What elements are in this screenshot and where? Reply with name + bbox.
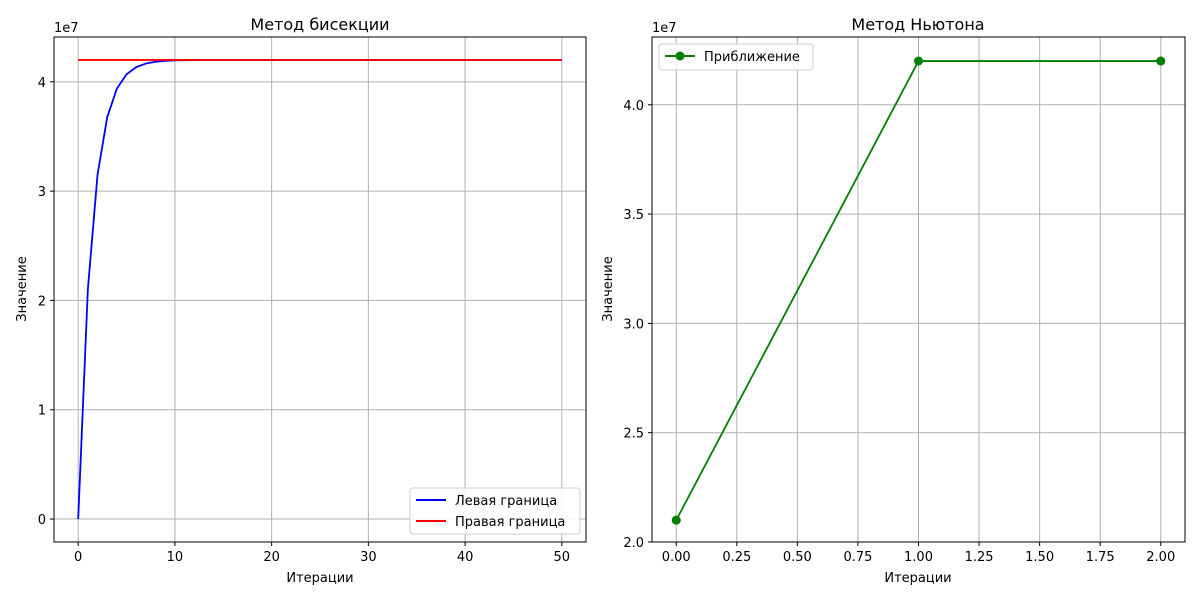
plot-frame <box>53 36 587 543</box>
legend-entry-right-boundary: Правая граница <box>455 515 565 530</box>
y-axis-label: Значение <box>15 256 30 321</box>
y-tick-label: 2.5 <box>623 427 644 442</box>
series-line-0 <box>77 59 562 520</box>
x-tick-label: 1.50 <box>1025 550 1054 565</box>
x-tick-label: 0.25 <box>722 550 751 565</box>
legend: Приближение <box>658 43 814 71</box>
y-axis-label: Значение <box>601 256 616 321</box>
chart-title: Метод бисекции <box>250 15 389 34</box>
y-tick-label: 2.0 <box>623 536 644 551</box>
x-tick-label: 40 <box>457 550 474 565</box>
chart-title: Метод Ньютона <box>851 15 984 34</box>
legend-marker-approximation <box>675 51 685 61</box>
x-tick-label: 1.00 <box>904 550 933 565</box>
legend-box <box>409 487 581 535</box>
x-tick-label: 0.75 <box>843 550 872 565</box>
y-tick-label: 3.5 <box>623 208 644 223</box>
y-offset-label: 1e7 <box>652 21 677 36</box>
x-tick-label: 1.75 <box>1086 550 1115 565</box>
data-point <box>671 515 681 525</box>
x-tick-label: 10 <box>167 550 184 565</box>
x-tick-label: 20 <box>263 550 280 565</box>
data-point <box>1156 56 1166 66</box>
x-tick-label: 0.00 <box>662 550 691 565</box>
y-tick-label: 3 <box>38 185 46 200</box>
x-axis-label: Итерации <box>286 571 353 586</box>
newton-chart: 0.00 0.25 0.50 0.75 1.00 1.25 1.50 1.75 2.00 2.0 2… <box>601 15 1186 586</box>
x-tick-label: 0 <box>74 550 82 565</box>
legend-entry-approximation: Приближение <box>704 50 800 65</box>
legend-box <box>658 43 814 71</box>
y-tick-label: 0 <box>38 513 46 528</box>
y-tick-label: 3.0 <box>623 317 644 332</box>
legend: Левая граница Правая граница <box>409 487 581 535</box>
y-offset-label: 1e7 <box>54 21 79 36</box>
y-tick-label: 1 <box>38 404 46 419</box>
x-tick-label: 2.00 <box>1146 550 1175 565</box>
x-axis-label: Итерации <box>884 571 951 586</box>
x-tick-label: 30 <box>360 550 377 565</box>
data-point <box>914 56 923 66</box>
legend-entry-left-boundary: Левая граница <box>455 494 557 509</box>
y-tick-label: 4 <box>38 76 46 91</box>
y-tick-label: 2 <box>38 294 46 309</box>
x-tick-label: 50 <box>554 550 571 565</box>
x-tick-label: 0.50 <box>783 550 812 565</box>
bisection-chart: 0 10 20 30 40 50 0 1 2 3 4 Метод бисекции Итерации… <box>15 15 587 586</box>
y-tick-label: 4.0 <box>623 99 644 114</box>
x-tick-label: 1.25 <box>965 550 994 565</box>
